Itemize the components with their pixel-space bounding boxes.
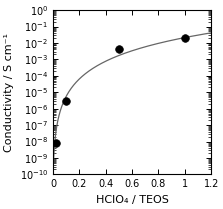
X-axis label: HClO₄ / TEOS: HClO₄ / TEOS <box>96 195 169 205</box>
Y-axis label: Conductivity / S cm⁻¹: Conductivity / S cm⁻¹ <box>4 33 14 152</box>
